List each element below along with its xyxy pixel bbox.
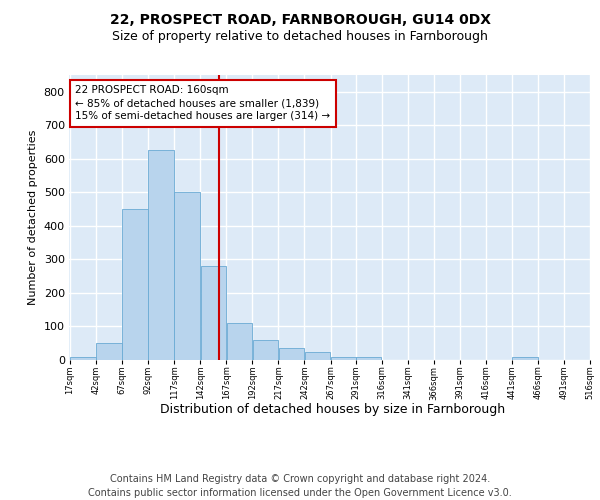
- Text: Size of property relative to detached houses in Farnborough: Size of property relative to detached ho…: [112, 30, 488, 43]
- Bar: [356, 356, 382, 360]
- Bar: [227, 323, 252, 360]
- Bar: [278, 348, 304, 360]
- Bar: [175, 192, 200, 360]
- Text: Contains HM Land Registry data © Crown copyright and database right 2024.
Contai: Contains HM Land Registry data © Crown c…: [88, 474, 512, 498]
- Text: 22 PROSPECT ROAD: 160sqm
← 85% of detached houses are smaller (1,839)
15% of sem: 22 PROSPECT ROAD: 160sqm ← 85% of detach…: [75, 85, 331, 122]
- Text: Distribution of detached houses by size in Farnborough: Distribution of detached houses by size …: [160, 402, 506, 415]
- Bar: [305, 352, 330, 360]
- Bar: [200, 266, 226, 360]
- Bar: [70, 356, 96, 360]
- Bar: [253, 340, 278, 360]
- Bar: [122, 209, 148, 360]
- Bar: [97, 343, 122, 360]
- Y-axis label: Number of detached properties: Number of detached properties: [28, 130, 38, 305]
- Bar: [512, 356, 538, 360]
- Bar: [331, 356, 356, 360]
- Text: 22, PROSPECT ROAD, FARNBOROUGH, GU14 0DX: 22, PROSPECT ROAD, FARNBOROUGH, GU14 0DX: [110, 12, 491, 26]
- Bar: [148, 150, 174, 360]
